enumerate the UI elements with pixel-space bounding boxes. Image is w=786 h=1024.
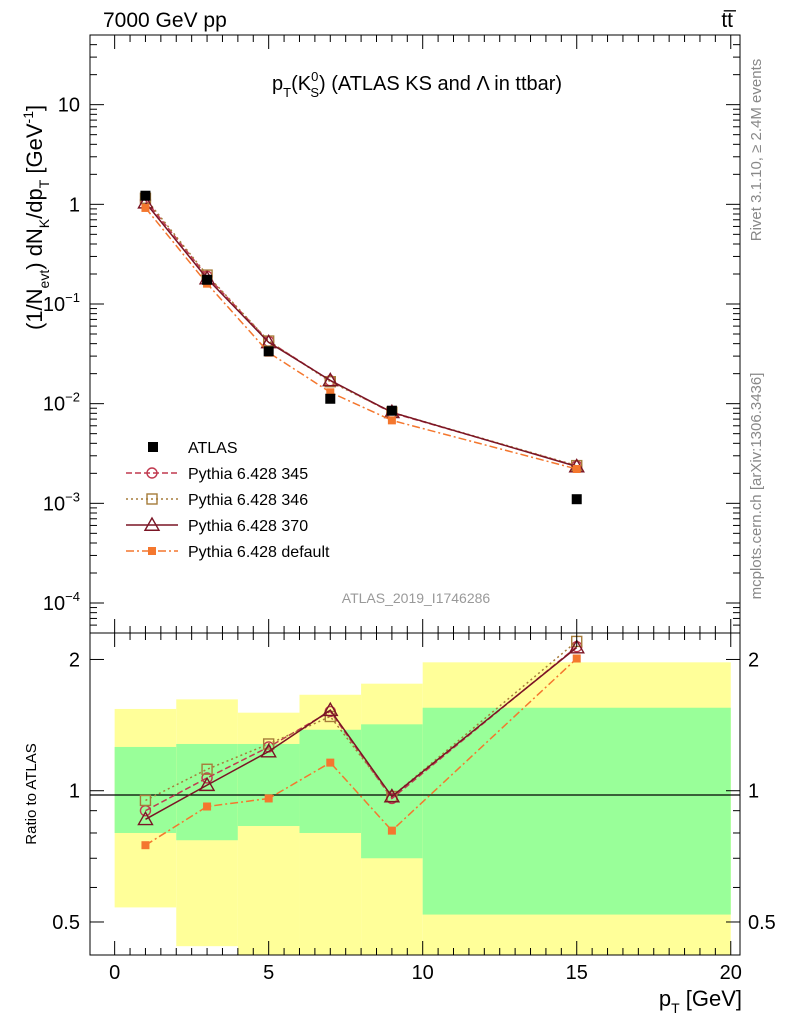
legend-label: ATLAS [188,440,238,457]
main-series-line [144,199,577,467]
series-point [146,467,158,479]
legend-marker [148,442,158,452]
series-point [264,794,273,803]
series-point [141,841,150,850]
series-point [322,372,339,387]
main-y-axis-label: (1/Nevt) dNK/dpT [GeV-1] [20,105,52,330]
main-y-tick-label: 10−4 [43,589,80,615]
ratio-uncertainty-bands [114,662,731,955]
x-tick-label: 0 [109,962,120,984]
series-point [141,203,150,212]
main-series-line [144,197,577,467]
main-y-tick-label: 10−2 [43,390,80,416]
main-series-line [144,207,577,470]
title-open: (K [291,73,312,95]
main-y-tick-label: 10−3 [43,489,80,515]
ratio-inner-band [422,707,731,915]
series-point [387,416,396,425]
analysis-watermark: ATLAS_2019_I1746286 [342,590,491,606]
series-point [137,810,154,826]
series-point [148,547,156,555]
x-tick-label: 10 [412,962,434,984]
legend: ATLAS Pythia 6.428 345 Pythia 6.428 346 Pyt… [126,440,330,561]
legend-label: Pythia 6.428 345 [188,466,308,483]
ratio-y-tick-label: 2 [69,649,80,671]
atlas-data-point [263,346,274,357]
title-rest: ) (ATLAS KS and Λ in ttbar) [319,73,562,95]
main-y-tick-label: 1 [69,194,80,216]
ratio-y-tick-label: 1 [748,781,759,803]
series-point [203,802,212,811]
header-energy-label: 7000 GeV pp [103,9,227,32]
series-point [326,758,335,767]
legend-label: Pythia 6.428 370 [188,518,308,535]
ratio-y-tick-label: 0.5 [52,912,80,934]
main-y-tick-labels: 10 1 10−1 10−2 10−3 10−4 [43,95,80,615]
series-point [572,654,581,663]
legend-label: Pythia 6.428 default [188,544,330,561]
ratio-inner-band [176,743,238,841]
atlas-data-point [140,190,151,201]
series-point [198,776,216,792]
ratio-series-line [145,657,578,846]
x-tick-label: 5 [263,962,274,984]
mcplots-credit-label: mcplots.cern.ch [arXiv:1306.3436] [748,373,765,600]
atlas-data-point [202,274,213,285]
main-data-points [140,190,582,505]
ratio-y-tick-label: 0.5 [748,912,776,934]
rivet-version-label: Rivet 3.1.10, ≥ 2.4M events [748,59,765,242]
title-p: p [272,73,283,95]
series-point [260,743,277,758]
plot-title: pT(K0 S) (ATLAS KS and Λ in ttbar) [272,69,562,100]
ratio-series-line [145,646,578,820]
series-point [201,772,213,784]
main-series-line [144,202,577,468]
series-point [143,516,161,531]
ratio-series-lines [137,635,585,850]
main-y-tick-label: 10−1 [43,290,80,316]
title-sub-t: T [283,85,291,100]
header-process-label: tt̅ [721,9,737,32]
series-point [326,388,335,397]
series-point [322,701,339,717]
ratio-tick-labels: 0.5 0.51 12 20 5 10 15 20 [52,649,776,984]
atlas-data-point [325,393,336,404]
main-y-tick-label: 10 [58,95,80,117]
x-tick-label: 15 [566,962,588,984]
series-point [146,493,158,505]
main-panel: 10 1 10−1 10−2 10−3 10−4 pT(K0 S) (ATLAS KS an… [20,34,741,634]
ratio-axis-ticks [90,633,740,955]
main-axis-ticks [90,34,740,634]
x-tick-label: 20 [720,962,742,984]
ratio-y-tick-label: 1 [69,781,80,803]
legend-label: Pythia 6.428 346 [188,492,308,509]
series-point [572,465,581,474]
ratio-y-axis-label: Ratio to ATLAS [23,743,40,844]
series-point [387,826,396,835]
series-point [139,794,152,807]
x-axis-label: pT [GeV] [659,986,742,1016]
series-point [201,763,213,775]
ratio-series-line [145,646,578,812]
ratio-inner-band [237,743,300,827]
series-point [262,738,275,750]
atlas-data-point [386,405,397,416]
ratio-panel: 0.5 0.51 12 20 5 10 15 20 Ratio to ATLAS pT [Ge… [23,632,776,1016]
title-sub-s: S [310,85,319,100]
ratio-frame [89,632,741,956]
atlas-data-point [571,494,582,505]
main-series-lines [137,192,585,474]
series-point [383,788,401,803]
ratio-inner-band [299,729,362,833]
ratio-inner-band [114,746,177,833]
title-sup: 0 [311,69,318,84]
series-point [568,639,585,654]
ratio-y-tick-label: 2 [748,649,759,671]
